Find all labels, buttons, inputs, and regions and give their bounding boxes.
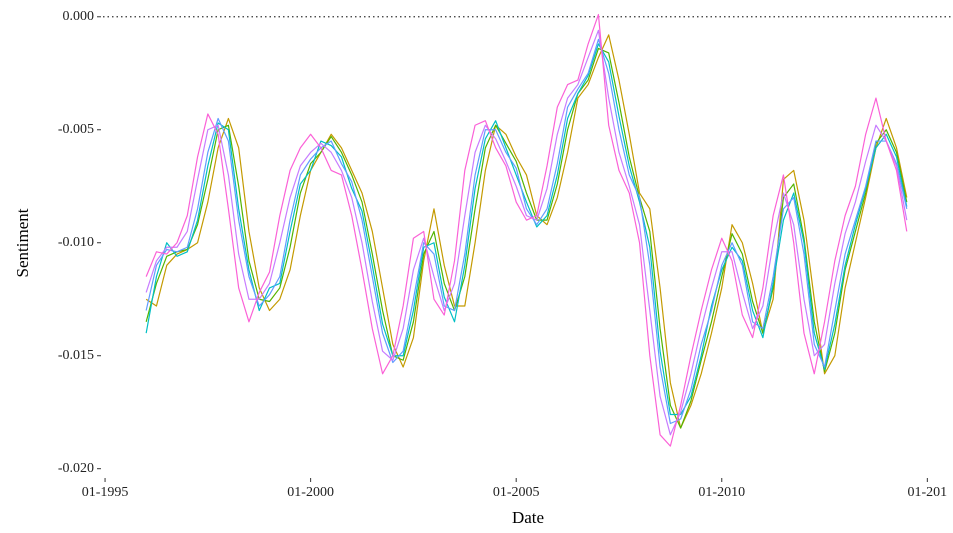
x-tick-label: 01-2000 <box>287 485 334 500</box>
series-line <box>145 43 908 416</box>
y-tick-label: -0.010 <box>58 235 94 250</box>
x-axis-title: Date <box>512 508 544 527</box>
series-line <box>145 38 908 425</box>
x-tick-label: 01-201 <box>907 485 947 500</box>
y-axis-title: Sentiment <box>13 208 32 277</box>
x-tick-label: 01-1995 <box>82 485 129 500</box>
series-line <box>145 13 908 447</box>
x-tick-label: 01-2005 <box>493 485 540 500</box>
y-tick-label: 0.000 <box>63 9 95 24</box>
y-tick-label: -0.020 <box>58 461 94 476</box>
x-tick-label: 01-2010 <box>698 485 745 500</box>
y-tick-label: -0.005 <box>58 122 94 137</box>
y-tick-label: -0.015 <box>58 348 94 363</box>
series-line <box>145 34 908 429</box>
series-line <box>145 29 908 436</box>
